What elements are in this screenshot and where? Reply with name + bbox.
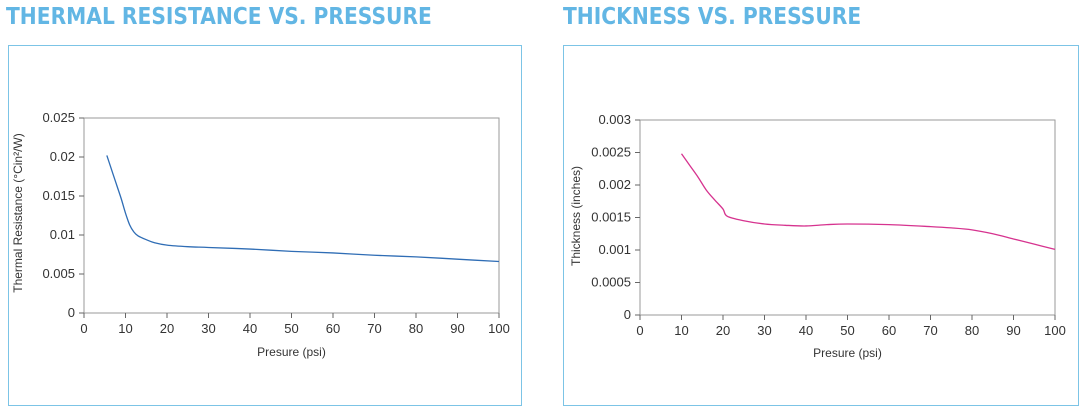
chart-frame-thickness — [563, 45, 1079, 406]
y-tick-label: 0.025 — [42, 110, 75, 125]
y-axis-label: Thermal Resistance (°Cin²/W) — [11, 133, 25, 293]
x-tick-label: 100 — [488, 321, 510, 336]
thermal-resistance-line — [106, 155, 500, 263]
chart-title-thermal-resistance: THERMAL RESISTANCE VS. PRESSURE — [6, 4, 432, 30]
x-tick-label: 90 — [450, 321, 464, 336]
x-tick-label: 0 — [80, 321, 87, 336]
y-tick-label: 0.02 — [50, 149, 75, 164]
x-tick-label: 30 — [201, 321, 215, 336]
chart-title-thickness: THICKNESS VS. PRESSURE — [563, 4, 862, 30]
x-tick-label: 40 — [243, 321, 257, 336]
y-tick-label: 0 — [68, 305, 75, 320]
chart-frame-thermal-resistance — [8, 45, 522, 406]
x-tick-label: 20 — [160, 321, 174, 336]
x-tick-label: 10 — [118, 321, 132, 336]
y-tick-label: 0.015 — [42, 188, 75, 203]
x-tick-label: 50 — [284, 321, 298, 336]
plot-area-frame — [83, 117, 500, 314]
y-tick-label: 0.01 — [50, 227, 75, 242]
x-axis-label: Presure (psi) — [257, 345, 326, 359]
x-tick-label: 70 — [367, 321, 381, 336]
y-tick-label: 0.005 — [42, 266, 75, 281]
x-tick-label: 80 — [409, 321, 423, 336]
x-tick-label: 60 — [326, 321, 340, 336]
